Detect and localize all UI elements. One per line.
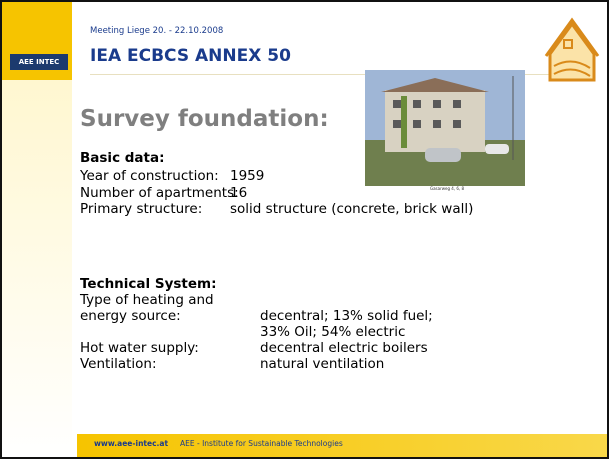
row-label: Ventilation: <box>80 356 157 372</box>
row-label: Type of heating and <box>80 292 214 308</box>
section-heading: Basic data: <box>80 150 165 166</box>
row-value: decentral; 13% solid fuel; <box>260 308 433 324</box>
row-value: 1959 <box>230 168 264 184</box>
photo <box>365 70 525 186</box>
row-label: Year of construction: <box>80 168 219 184</box>
meeting: Meeting Liege 20. - 22.10.2008 <box>90 26 223 36</box>
header-title: IEA ECBCS ANNEX 50 <box>90 46 291 66</box>
row-label: Number of apartments: <box>80 185 239 201</box>
side-fade <box>2 80 72 457</box>
slide: AEE INTEC Meeting Liege 20. - 22.10.2008… <box>0 0 609 459</box>
row-label: Primary structure: <box>80 201 202 217</box>
section-heading: Technical System: <box>80 276 217 292</box>
row-label: energy source: <box>80 308 181 324</box>
photo-caption: Gasarweg 4, 6, 8 <box>430 186 464 191</box>
row-value: solid structure (concrete, brick wall) <box>230 201 473 217</box>
house-icon <box>544 16 600 84</box>
footer-url: www.aee-intec.at <box>94 439 168 448</box>
row-value: natural ventilation <box>260 356 384 372</box>
row-label: Hot water supply: <box>80 340 199 356</box>
row-value: decentral electric boilers <box>260 340 428 356</box>
row-value: 16 <box>230 185 247 201</box>
slide-title: Survey foundation: <box>80 106 329 132</box>
footer-text: AEE - Institute for Sustainable Technolo… <box>180 439 343 448</box>
row-value: 33% Oil; 54% electric <box>260 324 405 340</box>
logo: AEE INTEC <box>10 54 68 70</box>
